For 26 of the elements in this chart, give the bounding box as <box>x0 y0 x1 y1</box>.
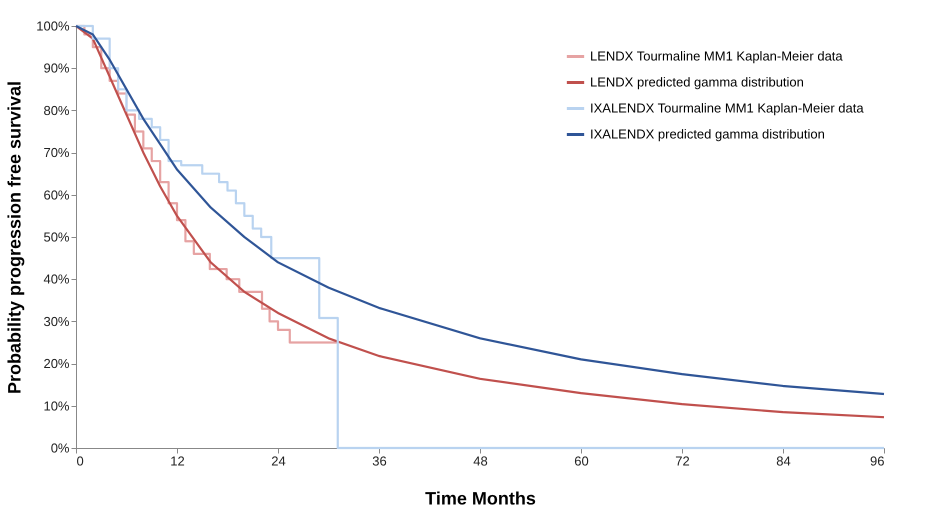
y-axis-title: Probability progression free survival <box>4 80 24 394</box>
y-tick-label: 60% <box>43 187 70 202</box>
y-tick-label: 30% <box>43 314 70 329</box>
legend-label: IXALENDX Tourmaline MM1 Kaplan-Meier data <box>590 100 864 116</box>
y-tick-label: 80% <box>43 102 70 118</box>
x-tick-label: 60 <box>574 454 589 468</box>
x-axis-title: Time Months <box>425 488 536 508</box>
y-tick-label: 10% <box>43 398 70 414</box>
legend-label: LENDX predicted gamma distribution <box>590 74 804 90</box>
y-tick-label: 70% <box>43 145 70 160</box>
y-tick-label: 0% <box>50 440 70 456</box>
y-tick-label: 20% <box>43 356 70 372</box>
legend-label: IXALENDX predicted gamma distribution <box>590 126 825 142</box>
x-tick-label: 12 <box>170 454 185 468</box>
y-tick-label: 90% <box>43 60 70 76</box>
x-tick-label: 0 <box>76 454 84 468</box>
x-tick-label: 48 <box>473 454 488 468</box>
x-tick-label: 72 <box>675 454 690 468</box>
x-tick-label: 36 <box>372 454 387 468</box>
x-tick-label: 84 <box>776 454 791 468</box>
x-tick-label: 24 <box>271 454 286 468</box>
x-tick-label: 96 <box>870 454 884 468</box>
y-tick-label: 100% <box>36 18 70 34</box>
y-tick-label: 40% <box>43 272 70 287</box>
y-tick-label: 50% <box>43 230 70 244</box>
legend-label: LENDX Tourmaline MM1 Kaplan-Meier data <box>590 48 844 64</box>
